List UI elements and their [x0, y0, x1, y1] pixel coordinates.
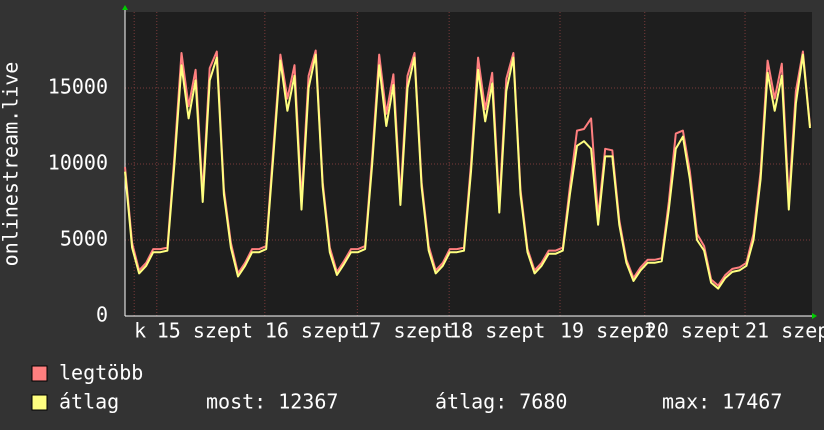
y-tick-label: 5000 — [60, 227, 108, 251]
legend-label: legtöbb — [59, 361, 143, 385]
stat-value: 12367 — [278, 390, 338, 414]
series-line — [124, 53, 811, 290]
y-tick-label: 0 — [96, 303, 108, 327]
stat-label: most: — [206, 390, 266, 414]
axis-arrow — [812, 313, 817, 319]
y-tick-label: 10000 — [48, 151, 108, 175]
legend-swatch — [31, 365, 48, 382]
stat-label: átlag: — [435, 390, 507, 414]
y-tick-label: 15000 — [48, 75, 108, 99]
x-tick-label: 16 szept — [265, 319, 361, 343]
y-axis-label: onlinestream.live — [0, 62, 23, 267]
x-tick-label: 21 szep — [745, 319, 824, 343]
legend-swatch — [31, 394, 48, 411]
stat-value: 17467 — [722, 390, 782, 414]
x-tick-label: 19 szept — [560, 319, 656, 343]
stat-value: 7680 — [519, 390, 567, 414]
legend-label: átlag — [59, 390, 119, 414]
x-tick-label: k — [134, 319, 146, 343]
x-tick-label: 15 szept — [157, 319, 253, 343]
axis-arrow — [122, 5, 128, 10]
x-tick-label: 17 szept — [357, 319, 453, 343]
x-tick-label: 18 szept — [449, 319, 545, 343]
x-tick-label: 20 szept — [645, 319, 741, 343]
stat-label: max: — [662, 390, 710, 414]
